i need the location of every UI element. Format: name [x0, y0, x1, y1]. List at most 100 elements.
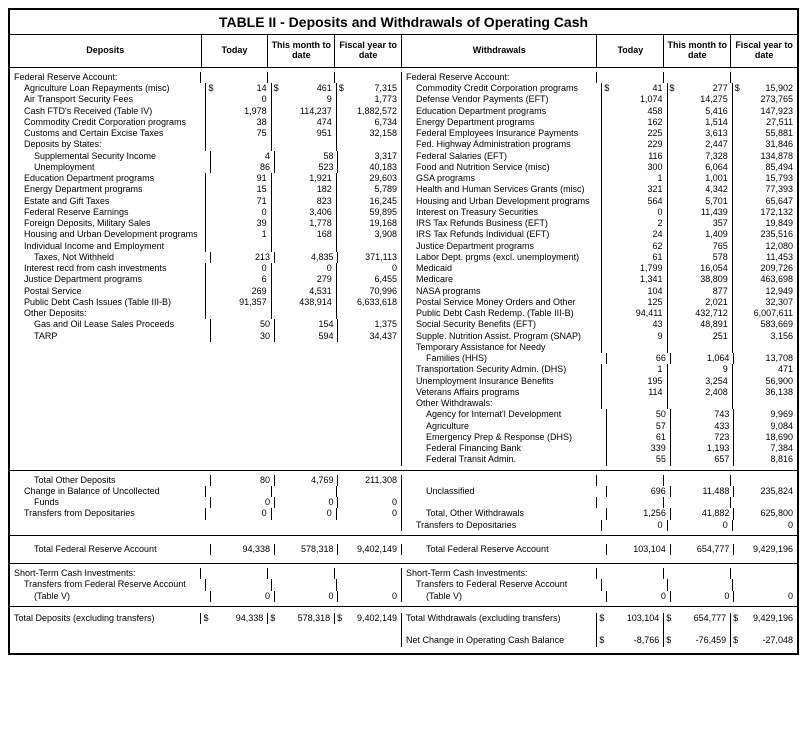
row-value: [601, 398, 666, 409]
data-row: Transfers from Federal Reserve Account: [10, 579, 401, 590]
data-row: Temporary Assistance for Needy: [402, 342, 797, 353]
row-value: $7,315: [336, 83, 401, 94]
row-value: 458: [601, 106, 666, 117]
data-row: Federal Reserve Account:: [402, 72, 797, 83]
section-main: Federal Reserve Account: Agriculture Loa…: [10, 68, 797, 471]
row-label: Total Federal Reserve Account: [402, 544, 606, 555]
row-value: 104: [601, 286, 666, 297]
row-label: Federal Salaries (EFT): [402, 151, 601, 162]
row-value: 0: [205, 207, 270, 218]
row-value: $277: [667, 83, 732, 94]
row-label: Energy Department programs: [402, 117, 601, 128]
row-label: Unclassified: [402, 486, 606, 497]
row-label: Federal Reserve Account:: [10, 72, 200, 83]
row-value: $654,777: [663, 613, 730, 624]
row-value: 1,921: [271, 173, 336, 184]
row-value: 251: [667, 331, 732, 342]
row-value: 154: [274, 319, 338, 330]
row-value: [271, 241, 336, 252]
row-value: 0: [670, 591, 734, 602]
data-row: Federal Salaries (EFT)1167,328134,878: [402, 151, 797, 162]
row-value: 12,080: [732, 241, 797, 252]
row-value: 40,183: [337, 162, 401, 173]
data-row: Interest on Treasury Securities011,43917…: [402, 207, 797, 218]
row-value: 0: [601, 207, 666, 218]
data-row: Commodity Credit Corporation programs384…: [10, 117, 401, 128]
row-value: 877: [667, 286, 732, 297]
row-label: Federal Employees Insurance Payments: [402, 128, 601, 139]
row-value: 594: [274, 331, 338, 342]
deposits-body: Federal Reserve Account: Agriculture Loa…: [10, 72, 401, 466]
row-value: 116: [601, 151, 666, 162]
row-label: Other Deposits:: [10, 308, 205, 319]
row-value: $15,902: [732, 83, 797, 94]
row-value: 24: [601, 229, 666, 240]
data-row: Federal Financing Bank3391,1937,384: [402, 443, 797, 454]
data-row: Public Debt Cash Redemp. (Table III-B)94…: [402, 308, 797, 319]
data-row: Funds000: [10, 497, 401, 508]
row-label: Total Withdrawals (excluding transfers): [402, 613, 596, 624]
row-label: Energy Department programs: [10, 184, 205, 195]
data-row: TARP3059434,437: [10, 331, 401, 342]
row-label: Taxes, Not Withheld: [10, 252, 210, 263]
row-value: [205, 241, 270, 252]
row-label: Foreign Deposits, Military Sales: [10, 218, 205, 229]
data-row: Postal Service2694,53170,996: [10, 286, 401, 297]
row-value: 27,511: [732, 117, 797, 128]
data-row: Medicaid1,79916,054209,726: [402, 263, 797, 274]
row-value: 134,878: [732, 151, 797, 162]
row-value: 3,613: [667, 128, 732, 139]
row-label: Customs and Certain Excise Taxes: [10, 128, 205, 139]
data-row: Net Change in Operating Cash Balance$-8,…: [402, 635, 797, 646]
data-row: Transportation Security Admin. (DHS)1947…: [402, 364, 797, 375]
section-5: Total Deposits (excluding transfers)$94,…: [10, 607, 797, 653]
row-value: 85,494: [732, 162, 797, 173]
data-row: Justice Department programs6276512,080: [402, 241, 797, 252]
row-value: 2: [601, 218, 666, 229]
row-label: Temporary Assistance for Needy: [402, 342, 601, 353]
data-row: Short-Term Cash Investments:: [402, 568, 797, 579]
row-value: [601, 342, 666, 353]
row-value: 32,307: [732, 297, 797, 308]
row-label: Air Transport Security Fees: [10, 94, 205, 105]
data-row: Agriculture Loan Repayments (misc)$14$46…: [10, 83, 401, 94]
row-value: 55: [606, 454, 670, 465]
row-value: 0: [210, 591, 274, 602]
row-label: Transfers to Federal Reserve Account: [402, 579, 601, 590]
row-value: 0: [274, 497, 338, 508]
data-row: Food and Nutrition Service (misc)3006,06…: [402, 162, 797, 173]
row-value: 225: [601, 128, 666, 139]
row-value: 11,439: [667, 207, 732, 218]
row-value: 1,799: [601, 263, 666, 274]
col-fiscal-r: Fiscal year to date: [731, 35, 797, 67]
data-row: Veterans Affairs programs1142,40836,138: [402, 387, 797, 398]
row-value: 523: [274, 162, 338, 173]
row-label: Funds: [10, 497, 210, 508]
row-value: 1,978: [205, 106, 270, 117]
row-label: Gas and Oil Lease Sales Proceeds: [10, 319, 210, 330]
row-value: 0: [606, 591, 670, 602]
data-row: (Table V)000: [402, 591, 797, 602]
data-row: Short-Term Cash Investments:: [10, 568, 401, 579]
row-value: 6,007,611: [732, 308, 797, 319]
row-value: [336, 579, 401, 590]
row-value: 438,914: [271, 297, 336, 308]
row-value: 3,254: [667, 376, 732, 387]
row-value: 3,406: [271, 207, 336, 218]
data-row: Medicare1,34138,809463,698: [402, 274, 797, 285]
row-value: 654,777: [670, 544, 734, 555]
row-value: [336, 308, 401, 319]
row-value: 4,835: [274, 252, 338, 263]
col-withdrawals: Withdrawals: [402, 35, 597, 67]
row-label: Net Change in Operating Cash Balance: [402, 635, 596, 646]
row-value: 1,882,572: [336, 106, 401, 117]
row-value: 471: [732, 364, 797, 375]
row-value: 0: [205, 263, 270, 274]
row-value: 1,256: [606, 508, 670, 519]
row-label: [402, 475, 596, 486]
row-value: 432,712: [667, 308, 732, 319]
row-label: Agriculture Loan Repayments (misc): [10, 83, 205, 94]
row-value: 765: [667, 241, 732, 252]
data-row: Families (HHS)661,06413,708: [402, 353, 797, 364]
row-value: 564: [601, 196, 666, 207]
